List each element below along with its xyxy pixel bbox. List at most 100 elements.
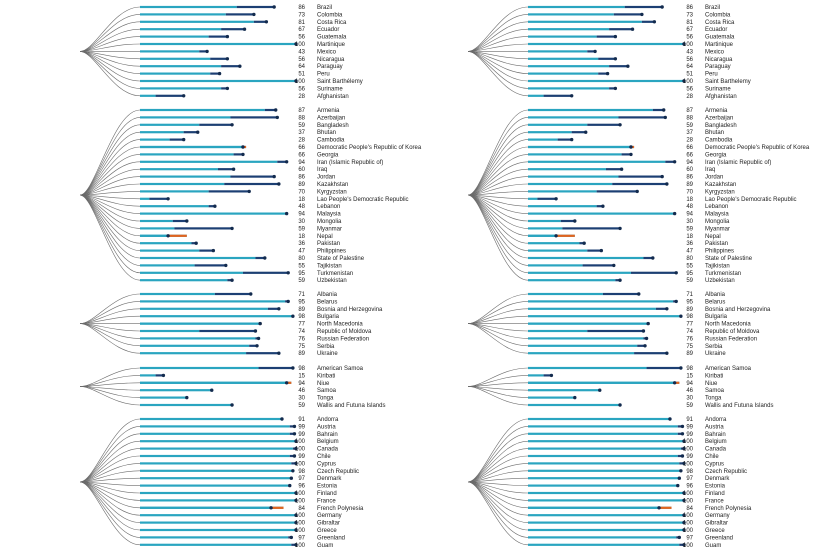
value-label: 94 [298, 381, 305, 387]
branch-line [79, 323, 141, 354]
value-label: 99 [298, 432, 305, 438]
country-label: Bhutan [317, 130, 336, 136]
value-dot [161, 373, 166, 378]
baseline-bar [528, 42, 684, 46]
change-bar [587, 123, 621, 126]
baseline-bar [140, 374, 156, 377]
change-bar [609, 87, 616, 90]
country-group: 86 Brazil 73 Colombia 81 Costa Rica 67 Ecuador 5… [467, 5, 751, 100]
baseline-bar [528, 123, 588, 126]
value-dot [292, 454, 297, 458]
change-bar [208, 190, 250, 193]
change-bar [253, 20, 267, 23]
country-label: Paraguay [705, 64, 731, 70]
value-label: 37 [298, 130, 305, 136]
country-label: Bulgaria [705, 314, 728, 320]
value-dot [674, 299, 678, 304]
value-dot [618, 226, 622, 231]
country-label: Austria [317, 424, 336, 430]
value-dot [554, 197, 558, 201]
value-label: 36 [298, 241, 305, 247]
baseline-bar [528, 344, 638, 347]
country-label: Suriname [705, 86, 731, 92]
value-label: 97 [686, 476, 693, 482]
country-label: Lao People's Democratic Republic [705, 197, 797, 203]
country-label: Serbia [317, 344, 335, 350]
country-label: Bangladesh [317, 123, 349, 129]
country-label: Greece [317, 528, 337, 534]
country-label: Saint Barthelemy [705, 79, 751, 85]
value-label: 46 [686, 388, 693, 394]
value-label: 66 [298, 145, 305, 151]
value-dot [665, 182, 669, 186]
value-label: 91 [298, 417, 305, 423]
country-label: Serbia [705, 344, 723, 350]
change-bar [267, 307, 279, 310]
country-label: Pakistan [705, 241, 728, 247]
value-label: 30 [298, 219, 305, 225]
country-label: Myanmar [317, 226, 342, 232]
value-label: 28 [686, 138, 693, 144]
country-label: Democratic People's Republic of Korea [317, 145, 422, 151]
value-label: 75 [298, 344, 305, 350]
change-bar [557, 138, 572, 141]
value-label: 100 [683, 521, 694, 527]
country-label: Bhutan [705, 130, 724, 136]
value-dot [657, 506, 661, 510]
value-dot [288, 483, 292, 488]
change-bar [258, 366, 293, 370]
value-dot [641, 329, 646, 333]
change-bar [183, 131, 198, 134]
value-label: 18 [298, 197, 305, 203]
country-label: Samoa [705, 388, 725, 394]
value-dot [682, 461, 686, 466]
change-bar [249, 344, 257, 347]
baseline-bar [528, 227, 563, 230]
value-dot [256, 336, 261, 341]
change-bar [624, 5, 663, 9]
country-label: Lao People's Democratic Republic [317, 197, 409, 203]
value-label: 96 [686, 484, 693, 490]
value-label: 81 [298, 20, 305, 26]
value-label: 89 [686, 307, 693, 313]
value-dot [294, 439, 298, 443]
value-dot [294, 543, 298, 547]
value-dot [252, 12, 256, 17]
baseline-bar [140, 227, 175, 230]
country-label: Albania [317, 292, 338, 298]
change-bar [679, 462, 684, 465]
country-label: Russian Federation [705, 336, 757, 342]
country-label: Bosnia and Herzegovina [317, 307, 383, 313]
value-dot [601, 204, 605, 208]
value-label: 71 [298, 292, 305, 298]
value-label: 100 [295, 439, 306, 445]
baseline-bar [140, 381, 287, 384]
baseline-bar [140, 175, 231, 178]
change-bar [230, 116, 278, 119]
country-group: 98 American Samoa 15 Kiribati 94 Niue 46 Samoa 3… [79, 366, 385, 409]
baseline-bar [140, 417, 282, 421]
country-label: Lebanon [317, 204, 340, 210]
country-label: Paraguay [317, 64, 343, 70]
baseline-bar [140, 491, 296, 495]
baseline-bar [528, 153, 622, 156]
baseline-bar [140, 153, 234, 156]
branch-line [467, 51, 529, 89]
value-dot [651, 256, 655, 260]
baseline-bar [528, 242, 580, 245]
panel-2: 86 Brazil 73 Colombia 81 Costa Rica 67 Ecuador 5… [467, 5, 810, 548]
baseline-bar [140, 279, 228, 282]
country-group: 86 Brazil 73 Colombia 81 Costa Rica 67 Ecuador 5… [79, 5, 363, 100]
country-label: Iran (Islamic Republic of) [317, 160, 383, 166]
country-label: Wallis and Futuna Islands [317, 403, 385, 409]
value-label: 100 [295, 461, 306, 467]
change-bar [233, 153, 243, 156]
value-dot [217, 71, 222, 76]
country-label: Kiribati [705, 373, 723, 379]
country-label: Greenland [317, 535, 345, 541]
value-label: 74 [686, 329, 693, 335]
country-label: Azerbaijan [705, 115, 733, 121]
baseline-bar [140, 521, 296, 524]
value-dot [230, 278, 234, 282]
value-dot [284, 160, 289, 164]
